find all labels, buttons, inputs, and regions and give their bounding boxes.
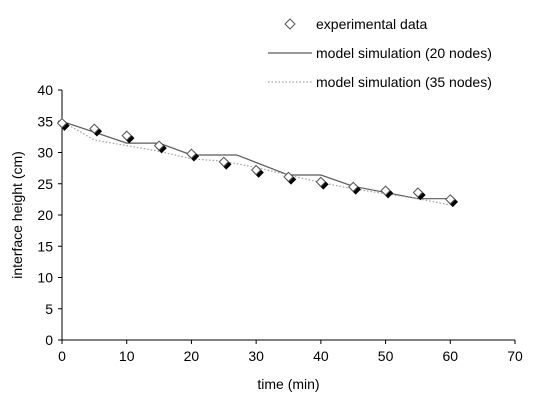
y-tick-label: 40 [37,82,53,98]
legend-item-experimental: experimental data [284,16,428,32]
legend-item-20-nodes: model simulation (20 nodes) [268,45,492,61]
x-tick-label: 0 [58,348,66,364]
axis-ticks: 0 5 10 15 20 25 30 35 40 0 10 20 30 40 50 60 70 [37,82,523,364]
x-tick-label: 20 [184,348,200,364]
x-axis-label: time (min) [257,376,319,392]
y-tick-label: 30 [37,145,53,161]
data-point-diamond [218,156,229,168]
data-point-diamond [121,130,132,141]
x-tick-label: 30 [248,348,264,364]
data-point [186,148,200,162]
data-point [153,140,167,154]
data-point [121,130,135,144]
legend-label-experimental: experimental data [316,16,428,32]
data-point [380,185,394,199]
data-point [89,123,103,137]
legend-diamond-marker [284,18,296,30]
legend-item-35-nodes: model simulation (35 nodes) [268,74,492,90]
data-point [250,164,264,178]
y-tick-label: 5 [45,301,53,317]
data-point-diamond [412,187,424,198]
plot-axes [61,90,515,341]
data-point-diamond [283,171,294,183]
data-point [218,156,232,170]
data-point [56,117,70,131]
y-tick-label: 0 [45,332,53,348]
data-point-diamond [445,194,456,205]
y-tick-label: 15 [37,238,53,254]
legend: experimental data model simulation (20 n… [268,16,492,90]
x-tick-label: 50 [378,348,394,364]
data-point-diamond [250,164,262,176]
data-point [348,181,361,195]
y-tick-label: 25 [37,176,53,192]
data-point-diamond [186,148,197,159]
legend-label-20-nodes: model simulation (20 nodes) [316,45,492,61]
y-tick-label: 20 [37,207,53,223]
data-point-diamond [56,117,68,129]
legend-label-35-nodes: model simulation (35 nodes) [316,74,492,90]
data-point-diamond [89,123,100,134]
data-point-diamond [348,181,359,193]
y-tick-label: 10 [37,270,53,286]
data-point-diamond [380,185,391,196]
data-point-diamond [153,140,165,151]
data-point [445,194,458,208]
x-tick-label: 70 [507,348,523,364]
y-tick-label: 35 [37,113,53,129]
series-line-20-nodes [61,120,451,200]
x-tick-label: 40 [313,348,329,364]
x-tick-label: 60 [442,348,458,364]
data-point-diamond [315,176,327,188]
data-point [283,171,297,185]
x-tick-label: 10 [119,348,135,364]
y-axis-label: interface height (cm) [9,151,25,279]
data-point [412,187,426,201]
series-markers [56,117,458,208]
data-point [315,176,329,190]
